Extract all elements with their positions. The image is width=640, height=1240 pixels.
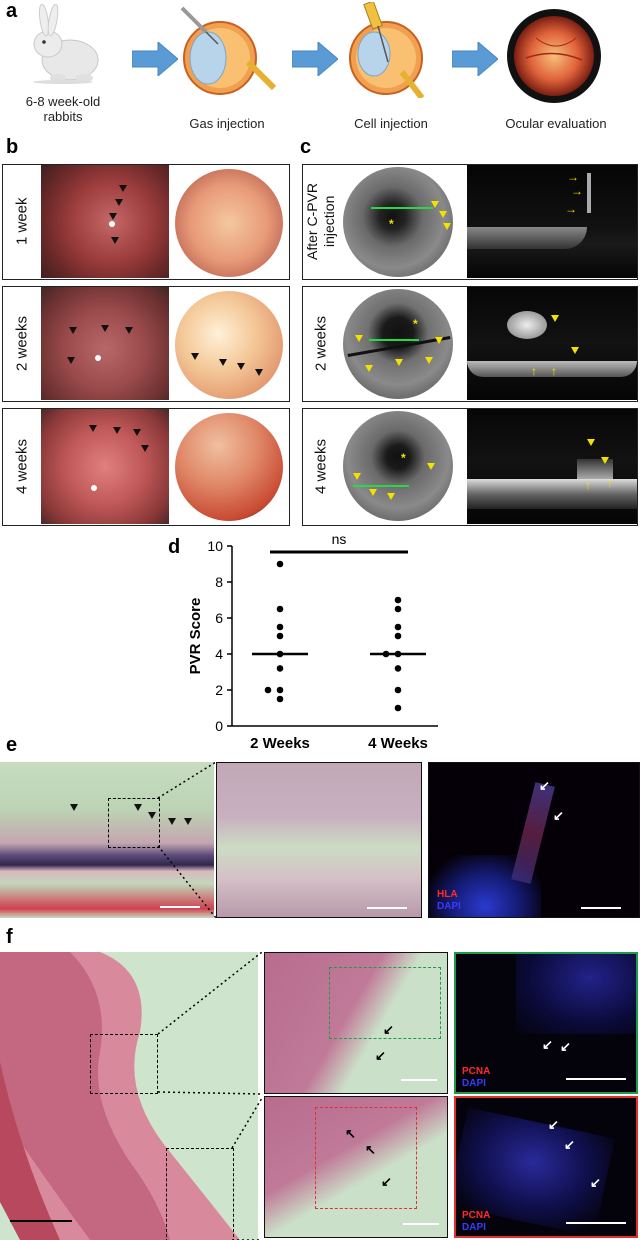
fundus-photo [175, 413, 283, 521]
panel-label-b: b [6, 136, 19, 158]
oct-fundus-image: * [343, 289, 453, 399]
rabbit-icon [20, 3, 106, 84]
y-tick-label: 4 [215, 646, 223, 662]
oct-scan-image: ↑ ↑ [467, 287, 637, 400]
data-point [276, 665, 284, 672]
pcna-fluorescence-top: ↙ ↙ PCNA DAPI [454, 952, 638, 1094]
eye-cell-syringe-icon [338, 0, 438, 100]
data-point [394, 665, 402, 672]
oct-fundus-image: * [343, 167, 453, 277]
y-tick-label: 0 [215, 718, 223, 734]
slit-lamp-photo [41, 409, 169, 524]
hla-fluorescence-image: ↙ ↙ HLA DAPI [428, 762, 640, 918]
data-point [276, 623, 284, 631]
row-label-4-weeks: 4 weeks [13, 438, 31, 495]
legend-dapi: DAPI [462, 1078, 486, 1089]
data-point [276, 560, 284, 568]
panel-b-row-1: 1 week [2, 164, 290, 280]
panel-label-d: d [168, 536, 181, 558]
row-label-2-weeks: 2 weeks [13, 315, 31, 372]
eye-syringe-icon [176, 2, 277, 98]
legend-dapi: DAPI [437, 901, 461, 912]
panel-c-row-3: 4 weeks * ↑ ↑ [302, 408, 638, 526]
legend-pcna: PCNA [462, 1066, 491, 1077]
he-membrane-zoom-top: ↙ ↙ [264, 952, 448, 1094]
data-point [394, 605, 402, 613]
step-caption-1: 6-8 week-old rabbits [25, 94, 101, 124]
pcna-fluorescence-bottom: ↙ ↙ ↙ PCNA DAPI [454, 1096, 638, 1238]
data-point [264, 686, 272, 694]
panel-c-row-1: After C-PVR injection * → → → [302, 164, 638, 280]
panel-label-a: a [6, 0, 18, 22]
flow-arrow-icon [451, 40, 499, 78]
oct-scan-image: → → → [467, 165, 637, 278]
step-caption-2: Gas injection [189, 116, 265, 131]
data-point [276, 686, 284, 694]
legend-dapi: DAPI [462, 1222, 486, 1233]
data-point [276, 632, 284, 640]
data-point [276, 605, 284, 613]
data-point [394, 686, 402, 694]
flow-arrow-icon [131, 40, 179, 78]
pvr-score-chart: 0 2 4 6 8 10 PVR Score 2 Weeks 4 Weeks ns [187, 531, 438, 752]
fundus-icon [506, 8, 602, 104]
zoom-connector [157, 762, 217, 919]
panel-b-row-3: 4 weeks [2, 408, 290, 526]
data-point [394, 632, 402, 640]
row-label-2-weeks-oct: 2 weeks [312, 315, 330, 372]
oct-fundus-image: * [343, 411, 453, 521]
row-label-4-weeks-oct: 4 weeks [312, 438, 330, 495]
row-label-1-week: 1 week [13, 197, 31, 246]
y-tick-label: 2 [215, 682, 223, 698]
he-membrane-zoom-bottom: ↖ ↖ ↙ [264, 1096, 448, 1238]
y-axis-label: PVR Score [187, 598, 204, 675]
data-point [394, 596, 402, 604]
step-caption-4: Ocular evaluation [505, 116, 607, 131]
panel-label-f: f [6, 926, 13, 948]
panel-label-e: e [6, 734, 18, 756]
significance-label: ns [332, 531, 347, 547]
data-point [276, 695, 284, 703]
y-tick-label: 6 [215, 610, 223, 626]
step-caption-3: Cell injection [354, 116, 428, 131]
oct-scan-image: ↑ ↑ [467, 409, 637, 524]
slit-lamp-photo [41, 165, 169, 278]
x-category-label: 4 Weeks [368, 735, 428, 752]
he-retina-overview [0, 762, 214, 918]
x-category-label: 2 Weeks [250, 735, 310, 752]
slit-lamp-photo [41, 287, 169, 400]
panel-label-c: c [300, 136, 312, 158]
panel-b-row-2: 2 weeks [2, 286, 290, 402]
he-membrane-overview [0, 952, 258, 1240]
y-tick-label: 8 [215, 574, 223, 590]
fundus-photo [175, 169, 283, 277]
fundus-photo [175, 291, 283, 399]
data-point [394, 704, 402, 712]
zoom-connector [157, 952, 263, 1240]
data-point [394, 623, 402, 631]
panel-c-row-2: 2 weeks * ↑ ↑ [302, 286, 638, 402]
flow-arrow-icon [291, 40, 339, 78]
legend-pcna: PCNA [462, 1210, 491, 1221]
legend-hla: HLA [437, 889, 458, 900]
y-tick-label: 10 [207, 538, 223, 554]
he-retina-zoom [216, 762, 422, 918]
row-label-after-injection: After C-PVR injection [304, 183, 337, 261]
